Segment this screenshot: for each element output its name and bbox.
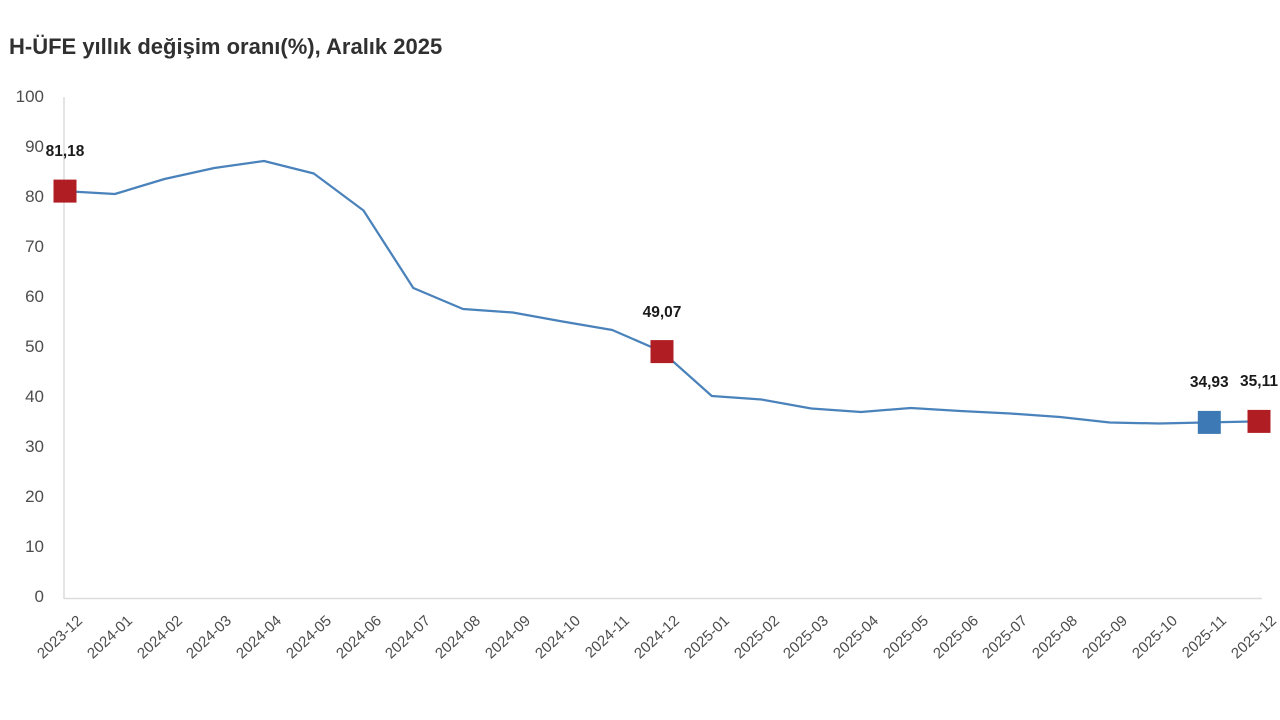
y-axis-tick-label: 100 [15, 87, 44, 106]
y-axis-tick-label: 60 [25, 287, 44, 306]
y-axis-tick-label: 40 [25, 387, 44, 406]
y-axis-tick-label: 80 [25, 187, 44, 206]
y-axis-tick-label: 0 [34, 587, 44, 606]
point-value-label-2025-11: 34,93 [1189, 374, 1229, 392]
point-value-label-2023-12: 81,18 [45, 143, 85, 161]
series-line [64, 159, 1260, 425]
highlight-marker-2023-12 [53, 179, 77, 203]
chart-title: H-ÜFE yıllık değişim oranı(%), Aralık 20… [9, 34, 443, 59]
y-axis-tick-label: 70 [25, 237, 44, 256]
y-axis-tick-label: 30 [25, 437, 44, 456]
highlight-marker-2025-12 [1247, 409, 1271, 433]
y-axis-tick-label: 50 [25, 337, 44, 356]
y-axis-tick-label: 10 [25, 537, 44, 556]
y-axis-tick-label: 90 [25, 137, 44, 156]
point-value-label-2024-12: 49,07 [642, 303, 682, 321]
highlight-marker-2024-12 [650, 340, 674, 364]
highlight-marker-2025-11 [1197, 410, 1221, 434]
point-value-label-2025-12: 35,11 [1240, 373, 1278, 391]
y-axis-tick-label: 20 [25, 487, 44, 506]
